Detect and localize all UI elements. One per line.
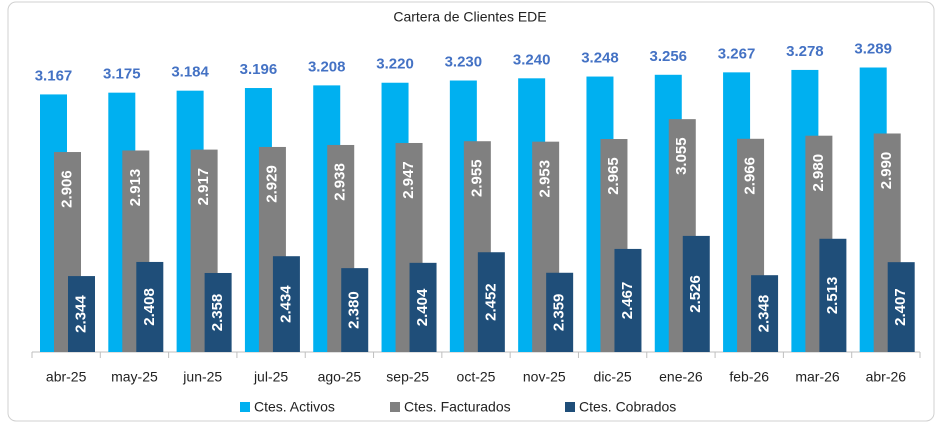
bar — [819, 238, 847, 352]
data-label: 2.344 — [72, 295, 89, 333]
data-label: 2.404 — [414, 288, 431, 326]
x-tick-label: ene-26 — [659, 369, 703, 385]
data-label: 2.467 — [619, 282, 636, 320]
bar — [204, 272, 232, 352]
x-tick-label: jul-25 — [253, 369, 288, 385]
data-label: 2.358 — [209, 294, 226, 332]
data-label: 3.267 — [718, 45, 756, 62]
data-label: 2.929 — [263, 165, 280, 203]
x-tick-label: jun-25 — [182, 369, 222, 385]
data-label: 3.055 — [673, 137, 690, 175]
x-tick-label: mar-26 — [795, 369, 840, 385]
data-label: 2.452 — [482, 283, 499, 321]
data-label: 3.175 — [103, 66, 141, 83]
bar — [477, 252, 505, 352]
data-label: 2.965 — [605, 157, 622, 195]
data-label: 2.966 — [742, 157, 759, 195]
data-label: 2.513 — [824, 277, 841, 315]
bar — [887, 262, 915, 352]
data-label: 2.380 — [346, 291, 363, 329]
data-label: 3.248 — [581, 50, 619, 67]
x-tick-label: abr-26 — [866, 369, 907, 385]
bar — [136, 261, 164, 352]
data-label: 2.917 — [195, 168, 212, 206]
legend-swatch — [565, 402, 575, 412]
bar — [614, 248, 642, 352]
data-label: 3.230 — [445, 53, 483, 70]
data-label: 3.256 — [649, 48, 687, 65]
x-tick-label: sep-25 — [386, 369, 429, 385]
data-label: 2.434 — [277, 285, 294, 323]
bar — [546, 272, 574, 352]
legend-swatch — [240, 402, 250, 412]
data-label: 3.196 — [240, 61, 278, 78]
x-tick-label: dic-25 — [594, 369, 632, 385]
bar — [682, 235, 710, 352]
data-label: 3.208 — [308, 58, 346, 75]
data-label: 2.913 — [127, 169, 144, 207]
x-tick-label: nov-25 — [523, 369, 566, 385]
bar — [272, 256, 300, 352]
data-label: 3.220 — [376, 56, 414, 73]
data-label: 2.906 — [58, 170, 75, 208]
data-label: 2.359 — [551, 294, 568, 332]
bar — [341, 268, 369, 352]
x-tick-label: feb-26 — [729, 369, 769, 385]
data-label: 2.990 — [878, 152, 895, 190]
legend-label: Ctes. Cobrados — [579, 399, 676, 415]
data-label: 3.278 — [786, 43, 824, 60]
chart-title: Cartera de Clientes EDE — [393, 9, 546, 25]
data-label: 2.348 — [756, 295, 773, 333]
legend-swatch — [390, 402, 400, 412]
x-tick-label: ago-25 — [318, 369, 362, 385]
data-label: 3.240 — [513, 51, 551, 68]
data-label: 3.167 — [35, 67, 73, 84]
data-label: 2.980 — [810, 154, 827, 192]
data-label: 3.184 — [171, 64, 209, 81]
bar — [751, 275, 779, 352]
x-tick-label: abr-25 — [46, 369, 87, 385]
data-label: 2.407 — [892, 288, 909, 326]
bar — [68, 276, 95, 352]
data-label: 2.947 — [400, 161, 417, 199]
bar — [409, 262, 437, 352]
x-tick-label: oct-25 — [457, 369, 496, 385]
data-label: 2.526 — [687, 275, 704, 313]
data-label: 2.408 — [141, 288, 158, 326]
data-label: 2.938 — [332, 163, 349, 201]
data-label: 3.289 — [854, 40, 892, 57]
data-label: 2.955 — [468, 159, 485, 197]
data-label: 2.953 — [537, 160, 554, 198]
legend-label: Ctes. Facturados — [404, 399, 511, 415]
legend-label: Ctes. Activos — [254, 399, 335, 415]
x-tick-label: may-25 — [111, 369, 158, 385]
